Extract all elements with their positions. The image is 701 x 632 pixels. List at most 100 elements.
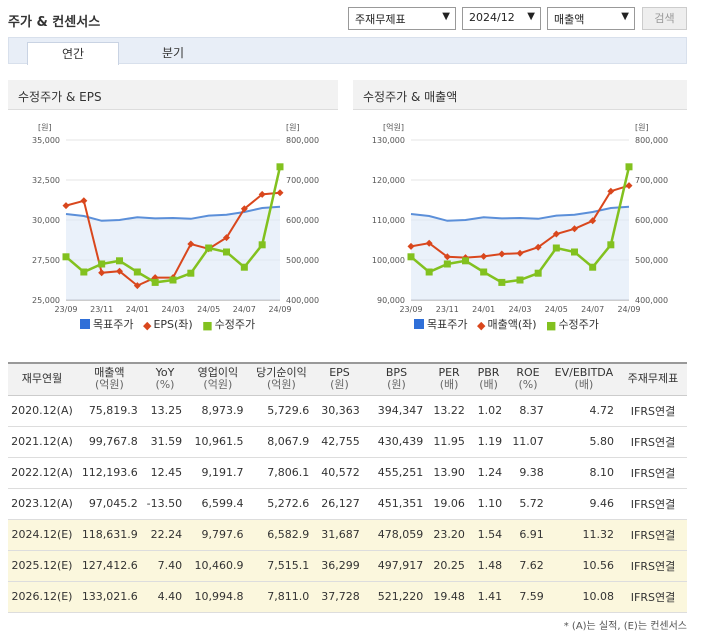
table-cell: 30,363 (314, 395, 365, 427)
price-point (480, 268, 488, 276)
left-series-point (407, 242, 415, 250)
left-series-point (534, 243, 542, 251)
column-header-label: EV/EBITDA (554, 366, 614, 380)
table-cell: 5.80 (548, 426, 619, 458)
chevron-down-icon: ▼ (527, 11, 535, 22)
column-header-label: 당기순이익 (256, 366, 307, 380)
column-header-label: BPS (385, 366, 408, 380)
table-cell: 37,728 (314, 581, 365, 613)
left-series-point (80, 197, 88, 205)
x-tick-label: 23/09 (54, 305, 77, 314)
table-cell: 478,059 (364, 519, 429, 551)
left-series-point (116, 267, 123, 275)
column-header-unit: (배) (574, 378, 594, 392)
table-cell: 75,819.3 (75, 395, 143, 427)
left-series-point (443, 253, 451, 261)
table-cell: 11.07 (507, 426, 549, 458)
table-row: 2020.12(A) 75,819.3 13.25 8,973.9 5,729.6 30,… (8, 395, 687, 427)
x-tick-label: 24/01 (126, 305, 149, 314)
table-cell: 12.45 (142, 457, 188, 489)
table-cell: IFRS연결 (618, 395, 687, 427)
legend-target: 목표주가 (80, 318, 133, 331)
column-header-label: 매출액 (94, 366, 125, 380)
left-series-point (276, 189, 284, 197)
left-series-point (552, 230, 560, 238)
table-cell: 1.41 (469, 581, 508, 613)
column-header-unit: (억원) (203, 378, 233, 392)
left-series-point (607, 187, 615, 195)
price-point (187, 269, 195, 277)
table-cell: 22.24 (142, 519, 188, 551)
table-cell: 13.90 (428, 457, 470, 489)
table-cell: 430,439 (364, 426, 429, 458)
target-price-area (66, 206, 280, 300)
legend-sales: ◆ 매출액(좌) (476, 318, 537, 332)
table-cell: 26,127 (314, 488, 365, 520)
right-tick-label: 800,000 (635, 136, 668, 145)
left-series-point (98, 269, 106, 277)
table-cell: 4.40 (142, 581, 188, 613)
table-cell: 97,045.2 (75, 488, 143, 520)
column-header-unit: (억원) (266, 378, 296, 392)
table-cell: 2025.12(E) (8, 550, 76, 582)
left-tick-label: 130,000 (372, 136, 405, 145)
metric-select[interactable]: 매출액 ▼ (547, 7, 635, 30)
tab-annual[interactable]: 연간 (27, 42, 119, 65)
table-cell: 31.59 (142, 426, 188, 458)
table-cell: 394,347 (364, 395, 429, 427)
table-cell: IFRS연결 (618, 457, 687, 489)
period-select-value: 2024/12 (469, 11, 515, 24)
table-cell: 7,811.0 (248, 581, 315, 613)
table-cell: 1.02 (469, 395, 508, 427)
table-cell: 36,299 (314, 550, 365, 582)
search-button[interactable]: 검색 (642, 7, 687, 30)
left-series-point (62, 202, 70, 210)
x-tick-label: 24/05 (197, 305, 220, 314)
table-cell: 9.38 (507, 457, 549, 489)
column-header-unit: (원) (387, 378, 406, 392)
table-cell: 1.24 (469, 457, 508, 489)
right-tick-label: 600,000 (635, 216, 668, 225)
table-cell: 8.37 (507, 395, 549, 427)
right-tick-label: 600,000 (286, 216, 319, 225)
price-point (223, 248, 230, 256)
left-series-point (589, 217, 597, 225)
column-header: ROE (%) (507, 362, 549, 396)
price-point (552, 244, 560, 252)
table-cell: 9,797.6 (187, 519, 249, 551)
table-row: 2022.12(A) 112,193.6 12.45 9,191.7 7,806.1 40… (8, 457, 687, 489)
x-tick-label: 24/09 (268, 305, 291, 314)
table-cell: 6.91 (507, 519, 549, 551)
left-series-point (425, 239, 433, 247)
right-unit-label: [원] (286, 123, 300, 132)
period-select[interactable]: 2024/12 ▼ (462, 7, 541, 30)
table-cell: 99,767.8 (75, 426, 143, 458)
table-cell: 2021.12(A) (8, 426, 76, 458)
table-cell: 19.48 (428, 581, 470, 613)
table-cell: 7,515.1 (248, 550, 315, 582)
table-cell: 31,687 (314, 519, 365, 551)
column-header-label: 영업이익 (197, 366, 239, 380)
table-cell: 2020.12(A) (8, 395, 76, 427)
price-point (240, 263, 248, 271)
x-tick-label: 24/09 (617, 305, 640, 314)
table-cell: 9.46 (548, 488, 619, 520)
table-cell: 2022.12(A) (8, 457, 76, 489)
basis-select[interactable]: 주재무제표 ▼ (348, 7, 456, 30)
price-point (407, 253, 415, 261)
left-series-point (258, 190, 266, 198)
column-header-unit: (%) (155, 378, 175, 392)
page-title: 주가 & 컨센서스 (8, 15, 101, 30)
chart-price-eps: 35,000 800,000 32,500 700,000 30,000 600,000 2… (32, 123, 319, 314)
column-header-label: 재무연월 (21, 372, 63, 386)
column-header: EPS (원) (314, 362, 365, 396)
table-cell: 127,412.6 (75, 550, 143, 582)
right-tick-label: 700,000 (635, 176, 668, 185)
table-cell: 9,191.7 (187, 457, 249, 489)
tab-quarterly[interactable]: 분기 (161, 46, 185, 60)
column-header: 영업이익 (억원) (187, 362, 249, 396)
column-header: 매출액 (억원) (75, 362, 143, 396)
table-cell: 8.10 (548, 457, 619, 489)
column-header-label: PER (438, 366, 460, 380)
column-header: 당기순이익 (억원) (248, 362, 315, 396)
